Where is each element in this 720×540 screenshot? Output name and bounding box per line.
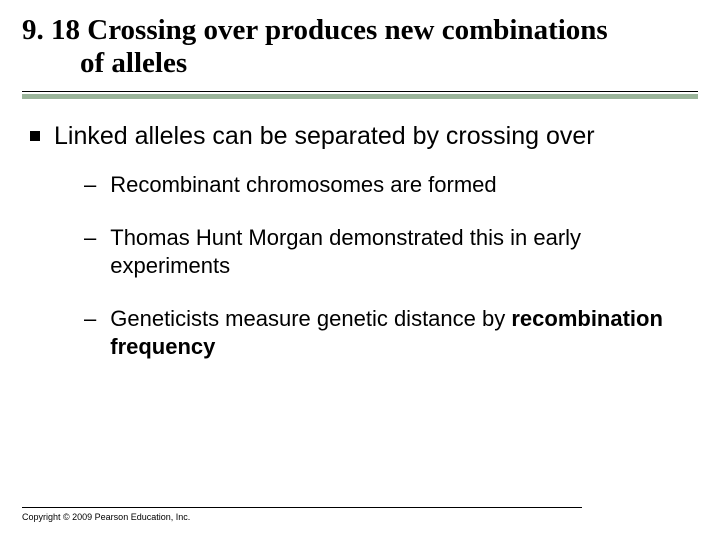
bullet-level-2: – Thomas Hunt Morgan demonstrated this i… [84,224,698,279]
slide-title: 9. 18 Crossing over produces new combina… [22,14,698,81]
bullet-level-2-text: Thomas Hunt Morgan demonstrated this in … [110,224,698,279]
copyright-text: Copyright © 2009 Pearson Education, Inc. [22,512,582,522]
dash-bullet-icon: – [84,171,96,199]
slide-footer: Copyright © 2009 Pearson Education, Inc. [22,507,582,522]
slide-title-block: 9. 18 Crossing over produces new combina… [22,14,698,89]
slide: 9. 18 Crossing over produces new combina… [0,0,720,540]
title-rule-thin [22,91,698,92]
dash-bullet-icon: – [84,224,96,252]
bullet-level-1: Linked alleles can be separated by cross… [30,121,698,151]
dash-bullet-icon: – [84,305,96,333]
bullet-level-2-text: Recombinant chromosomes are formed [110,171,496,199]
bullet-level-1-text: Linked alleles can be separated by cross… [54,121,595,151]
title-line-1: 9. 18 Crossing over produces new combina… [22,14,698,47]
slide-body: Linked alleles can be separated by cross… [22,99,698,361]
bullet-level-2: – Recombinant chromosomes are formed [84,171,698,199]
title-line-2: of alleles [22,47,698,80]
title-rule-group [22,91,698,99]
bullet-level-2-text: Geneticists measure genetic distance by … [110,305,698,360]
bullet-level-2: – Geneticists measure genetic distance b… [84,305,698,360]
square-bullet-icon [30,131,40,141]
sub-bullet-list: – Recombinant chromosomes are formed – T… [30,171,698,361]
footer-rule [22,507,582,508]
